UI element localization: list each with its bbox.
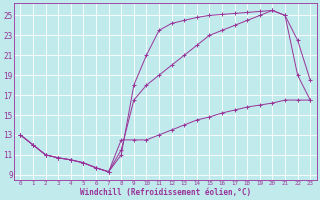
X-axis label: Windchill (Refroidissement éolien,°C): Windchill (Refroidissement éolien,°C) xyxy=(80,188,251,197)
